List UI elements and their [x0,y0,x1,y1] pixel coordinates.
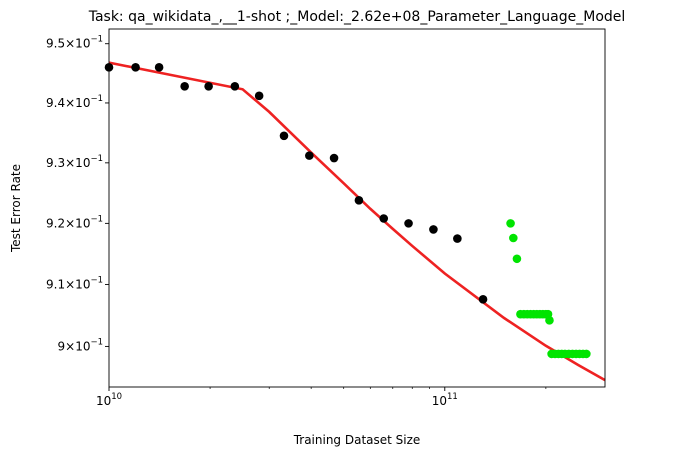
y-tick-label: 9.5×10−1 [46,35,103,51]
extrapolation-point [509,233,518,243]
observed-point [154,63,164,72]
plot-frame [108,28,606,388]
observed-point [404,219,413,228]
observed-point [180,82,189,91]
y-tick-label: 9.1×10−1 [46,276,103,292]
extrapolation-point [582,349,591,359]
observed-point [254,91,264,101]
fit-line [108,61,606,382]
plot-area [109,29,605,387]
x-tick-label: 1010 [96,392,122,408]
observed-point [230,82,240,91]
observed-point [354,195,364,205]
observed-point [453,234,462,243]
observed-point [305,151,314,160]
x-tick-label: 1011 [432,392,458,408]
y-tick-label: 9.3×10−1 [46,154,103,170]
x-axis: 1010 1011 [96,387,547,408]
chart-title: Task: qa_wikidata_,__1-shot ;_Model:_2.6… [88,9,626,25]
y-axis-title: Test Error Rate [9,164,23,253]
extrapolation-point [545,316,554,325]
observed-point [204,82,213,91]
y-tick-label: 9.4×10−1 [46,94,103,110]
points-layer [104,63,591,359]
y-axis: 9×10−1 9.1×10−1 9.2×10−1 9.3×10−1 9.4×10−1 9.… [46,35,109,353]
observed-point [379,214,389,223]
observed-point [478,295,488,304]
observed-point [131,63,140,72]
observed-point [329,153,339,163]
extrapolation-point [512,254,522,264]
fit-line-layer [108,61,606,382]
y-tick-label: 9.2×10−1 [46,214,103,230]
observed-point [429,225,438,234]
y-tick-label: 9×10−1 [58,337,104,353]
x-axis-title: Training Dataset Size [293,433,421,447]
observed-point [279,131,289,141]
extrapolation-point [506,219,515,228]
